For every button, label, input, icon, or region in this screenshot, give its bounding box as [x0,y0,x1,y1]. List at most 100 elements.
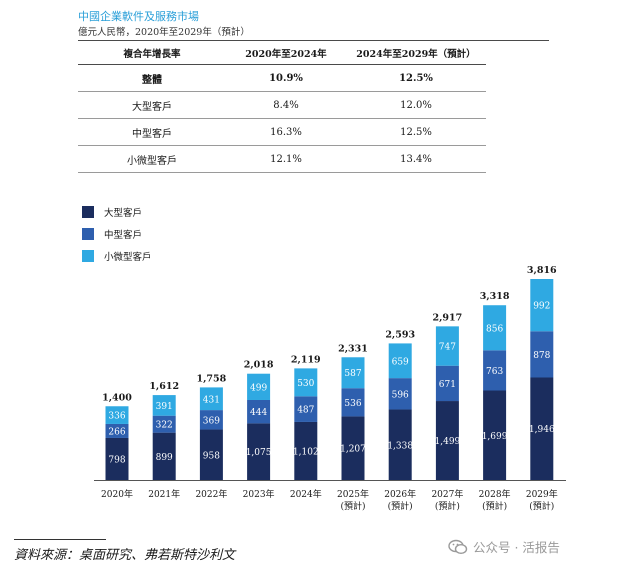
total-value-label: 2,331 [338,343,368,354]
total-value-label: 2,917 [433,312,463,323]
page-title: 中國企業軟件及服務市場 [78,10,199,23]
total-value-label: 1,400 [102,392,132,403]
segment-value-label: 747 [439,343,456,353]
row-label: 中型客戶 [78,118,226,146]
bar-segment-large [199,429,223,480]
x-tick-label: 2021年 [148,488,180,500]
x-tick-label: (預計) [388,500,413,512]
bar-segment-large [483,390,507,480]
segment-value-label: 431 [203,395,220,405]
bar-segment-medium [294,396,318,422]
segment-value-label: 487 [297,406,314,416]
legend-label: 中型客戶 [104,229,142,241]
bar-segment-small [483,305,507,351]
bar-segment-medium [435,365,459,402]
table-row: 小微型客戶 12.1% 13.4% [78,145,486,173]
bar-segment-large [388,409,412,480]
bar-segment-small [247,373,271,400]
cagr-header-period1: 2020年至2024年 [226,42,346,65]
row-value-2: 12.0% [346,91,486,119]
row-value-1: 12.1% [226,145,346,173]
x-tick-label: 2024年 [290,488,322,500]
segment-value-label: 1,075 [246,448,272,458]
bar-segment-medium [388,378,412,410]
table-row: 大型客戶 8.4% 12.0% [78,91,486,119]
wechat-icon [448,539,468,554]
segment-value-label: 1,207 [340,445,366,455]
bar-segment-large [152,432,176,480]
table-row: 整體 10.9% 12.5% [78,64,486,92]
cagr-header-period2: 2024年至2029年（預計） [346,42,486,65]
bar-segment-medium [530,331,554,378]
bar-segment-small [530,279,554,332]
bar-segment-medium [199,410,223,430]
total-value-label: 2,593 [385,329,415,340]
top-divider [78,40,549,41]
segment-value-label: 444 [250,408,267,418]
segment-value-label: 369 [203,416,220,426]
bar-segment-large [105,437,129,480]
row-label: 小微型客戶 [78,145,226,173]
bar-segment-large [247,423,271,480]
x-tick-label: (預計) [435,500,460,512]
x-tick-label: (預計) [340,500,365,512]
segment-value-label: 391 [156,402,173,412]
segment-value-label: 266 [108,427,125,437]
bar-segment-small [388,343,412,379]
bar-segment-small [435,326,459,366]
page-subtitle: 億元人民幣，2020年至2029年（預計） [78,27,250,38]
segment-value-label: 899 [156,453,173,463]
segment-value-label: 958 [203,451,220,461]
segment-value-label: 1,699 [482,432,508,442]
bar-segment-large [341,416,365,480]
table-row: 中型客戶 16.3% 12.5% [78,118,486,146]
segment-value-label: 1,338 [387,441,413,451]
bar-segment-medium [483,350,507,391]
row-value-1: 8.4% [226,91,346,119]
segment-value-label: 992 [533,302,550,312]
x-tick-label: 2023年 [243,488,275,500]
watermark: 公众号 · 活报告 [448,537,560,556]
bar-segment-medium [152,415,176,433]
row-label: 整體 [78,64,226,92]
bar-segment-medium [247,399,271,424]
segment-value-label: 671 [439,380,456,390]
row-label: 大型客戶 [78,91,226,119]
bar-segment-small [105,406,129,424]
total-value-label: 3,318 [480,291,510,302]
bar-segment-small [152,395,176,416]
legend-swatch [82,250,94,262]
cagr-header-label: 複合年增長率 [78,42,226,65]
legend-swatch [82,206,94,218]
x-tick-label: 2027年 [431,488,463,500]
row-value-2: 13.4% [346,145,486,173]
bar-segment-medium [341,388,365,417]
segment-value-label: 336 [108,412,125,422]
bar-segment-large [435,401,459,480]
x-tick-label: 2020年 [101,488,133,500]
row-value-1: 16.3% [226,118,346,146]
row-value-1: 10.9% [226,64,346,92]
segment-value-label: 536 [344,399,361,409]
legend-label: 小微型客戶 [104,251,152,263]
segment-value-label: 596 [392,390,409,400]
source-divider [14,539,106,540]
x-tick-label: 2028年 [479,488,511,500]
total-value-label: 1,612 [149,381,179,392]
bar-segment-small [341,357,365,389]
total-value-label: 2,018 [244,360,274,371]
segment-value-label: 659 [392,357,409,367]
total-value-label: 2,119 [291,354,321,365]
legend-swatch [82,228,94,240]
segment-value-label: 763 [486,367,503,377]
total-value-label: 3,816 [527,265,557,276]
segment-value-label: 1,499 [435,437,461,447]
x-tick-label: 2026年 [384,488,416,500]
row-value-2: 12.5% [346,64,486,92]
x-tick-label: (預計) [482,500,507,512]
segment-value-label: 878 [533,351,550,361]
segment-value-label: 530 [297,379,314,389]
bar-segment-medium [105,423,129,438]
total-value-label: 1,758 [197,373,227,384]
